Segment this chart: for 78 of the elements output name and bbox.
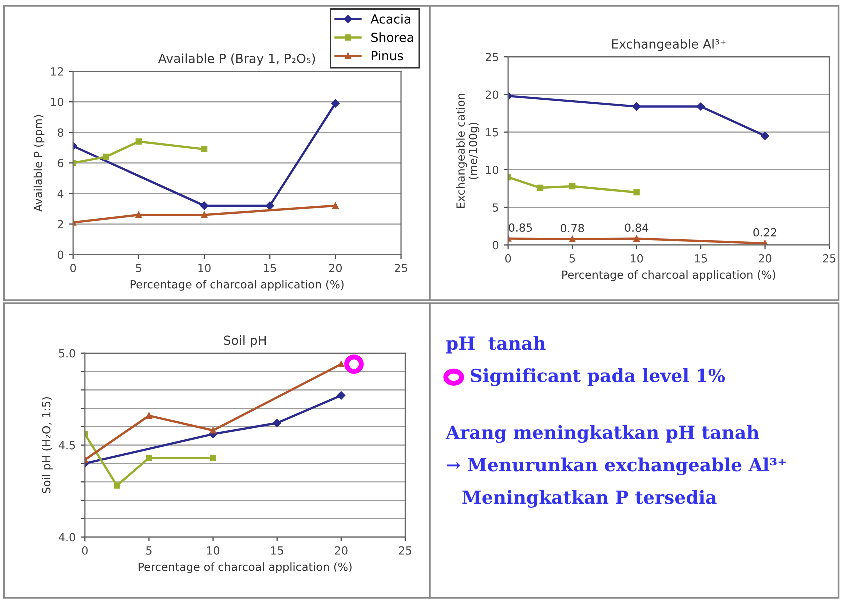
data-label: 0.84	[625, 224, 649, 232]
text: → Menurunkan exchangeable Al³⁺	[447, 458, 786, 476]
point	[136, 212, 142, 218]
x-axis-title: Percentage of charcoal application (%)	[138, 562, 352, 574]
point	[569, 236, 576, 242]
x-tick-label: 0	[82, 546, 88, 555]
legend-label: Acacia	[370, 14, 410, 24]
y-tick-label: 2	[58, 220, 64, 228]
point	[114, 482, 120, 489]
x-axis-title: Percentage of charcoal application (%)	[130, 280, 344, 291]
x-tick-label: 25	[395, 264, 408, 272]
x-tick-label: 20	[335, 546, 348, 555]
x-tick-label: 5	[570, 254, 576, 263]
y-tick-label: 10	[51, 98, 64, 106]
x-tick-label: 10	[630, 254, 644, 263]
point	[569, 183, 576, 190]
point	[332, 99, 340, 108]
y-tick-label: 20	[486, 90, 499, 100]
point	[201, 146, 208, 153]
data-label: 0.22	[754, 228, 777, 237]
point	[136, 138, 142, 145]
point	[634, 189, 640, 196]
x-tick-label: 10	[207, 546, 220, 555]
x-tick-label: 20	[329, 264, 342, 272]
point	[696, 102, 706, 111]
x-tick-label: 15	[695, 254, 708, 263]
point	[103, 154, 110, 160]
text: Arang meningkatkan pH tanah	[446, 425, 760, 444]
y-tick-label: 5	[493, 204, 498, 212]
chart-title: Exchangeable Al³⁺	[612, 39, 726, 52]
point	[201, 212, 208, 218]
point	[632, 102, 641, 111]
chart-title: Soil pH	[224, 336, 266, 348]
point	[337, 392, 346, 400]
point	[338, 361, 345, 368]
x-tick-label: 25	[399, 546, 412, 555]
text: pH tanah	[446, 336, 546, 354]
y-axis-title: Soil pH (H₂O, 1:5)	[42, 397, 53, 494]
text: Significant pada level 1%	[470, 368, 726, 386]
point	[332, 202, 339, 210]
y-tick-label: 4.0	[58, 533, 76, 542]
legend-label: Shorea	[372, 32, 414, 42]
y-tick-label: 6	[58, 159, 64, 168]
x-axis-title: Percentage of charcoal application (%)	[562, 270, 776, 282]
point	[761, 132, 770, 140]
x-tick-label: 10	[198, 264, 211, 272]
point	[273, 419, 282, 428]
x-tick-label: 20	[759, 254, 772, 263]
y-tick-label: 4	[58, 190, 64, 198]
y-axis-title: Available P (ppm)	[34, 115, 45, 212]
point	[146, 412, 152, 420]
point	[266, 202, 274, 210]
legend-label: Pinus	[372, 50, 404, 61]
point	[537, 184, 544, 192]
y-tick-label: 12	[51, 67, 64, 76]
text: Meningkatkan P tersedia	[462, 490, 717, 508]
point	[200, 202, 209, 210]
point	[146, 455, 152, 462]
x-tick-label: 25	[823, 254, 836, 263]
y-tick-label: 4.5	[58, 441, 76, 450]
y-tick-label: 8	[58, 128, 64, 137]
y-axis-title: Exchangeable cation (me/100g)	[456, 94, 480, 208]
y-tick-label: 5.0	[59, 349, 76, 358]
chart-title: Available P (Bray 1, P₂O₅)	[158, 54, 316, 66]
point	[344, 354, 364, 374]
x-tick-label: 15	[272, 546, 284, 555]
data-label: 0.78	[560, 224, 584, 233]
y-tick-label: 0	[492, 241, 499, 250]
point	[210, 455, 216, 462]
x-tick-label: 5	[136, 264, 142, 272]
x-tick-label: 0	[506, 254, 512, 263]
y-tick-label: 15	[486, 128, 498, 137]
data-label: 0.85	[509, 224, 532, 232]
x-tick-label: 15	[264, 264, 276, 272]
y-tick-label: 25	[486, 53, 498, 62]
y-tick-label: 10	[486, 166, 499, 174]
point	[634, 236, 640, 242]
x-tick-label: 5	[146, 546, 152, 555]
